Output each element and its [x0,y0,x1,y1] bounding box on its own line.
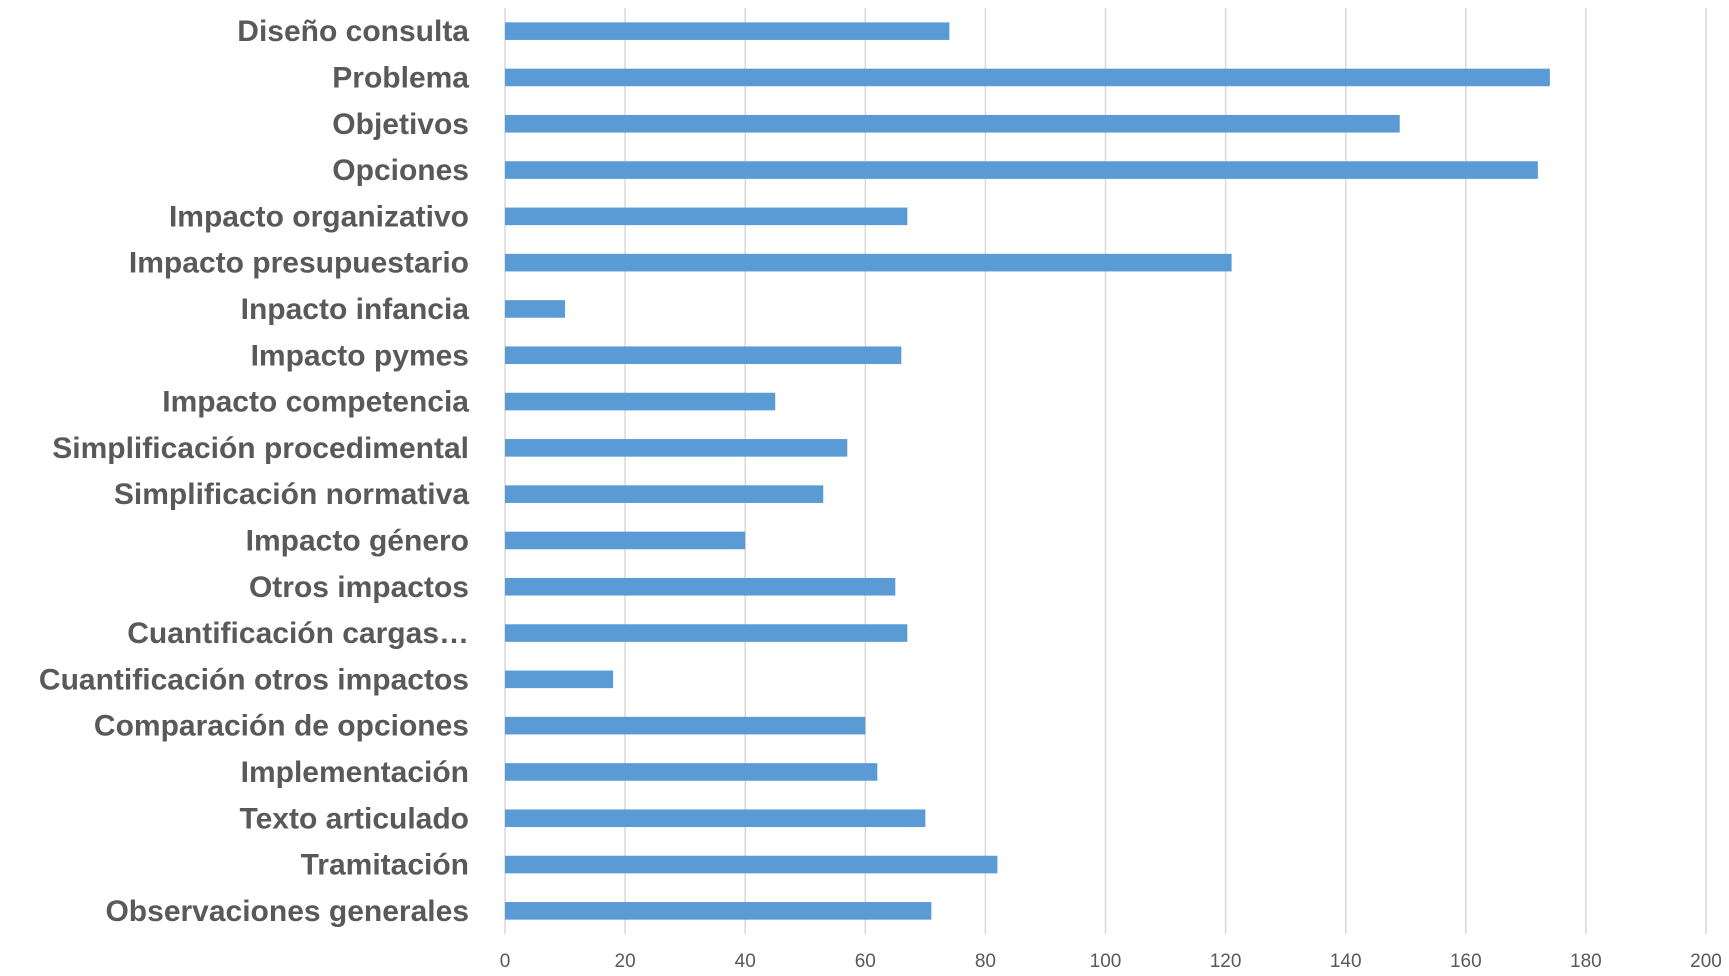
bars [505,22,1550,920]
x-tick-label: 140 [1330,951,1362,972]
bar [505,670,614,689]
category-label: Diseño consulta [237,15,469,48]
bar [505,392,776,411]
bar [505,763,878,781]
category-label: Impacto competencia [162,386,469,419]
category-label: Impacto organizativo [169,200,469,233]
x-tick-label: 0 [500,951,511,972]
category-label: Texto articulado [240,802,469,835]
bar [505,577,896,596]
bar [505,809,926,828]
category-label: Simplificación procedimental [52,432,469,465]
gridlines [504,8,1707,934]
category-label: Tramitación [301,849,469,882]
category-label: Impacto género [246,524,469,557]
category-label: Impacto pymes [251,339,469,372]
x-tick-label: 40 [735,951,756,972]
x-tick-label: 100 [1090,951,1122,972]
bar [505,624,908,642]
category-label: Cuantificación otros impactos [39,663,469,696]
bar [505,439,848,457]
x-tick-label: 160 [1450,951,1482,972]
bar [505,902,932,920]
bar [505,253,1232,272]
x-tick-label: 120 [1210,951,1242,972]
category-label: Impacto presupuestario [129,247,469,280]
category-label: Comparación de opciones [94,710,469,743]
category-label: Objetivos [332,108,469,141]
category-label: Implementación [241,756,469,789]
bar [505,68,1550,87]
x-tick-label: 20 [615,951,636,972]
category-labels: Diseño consulta Problema Objetivos Opciones… [39,15,469,928]
category-label: Otros impactos [249,571,469,604]
category-label: Observaciones generales [105,895,469,928]
bar [505,346,902,365]
category-label: Cuantificación cargas… [127,617,469,650]
bar [505,485,824,503]
x-tick-label: 200 [1690,951,1722,972]
x-tick-label: 60 [855,951,876,972]
bar [505,114,1400,133]
bar [505,161,1538,179]
x-tick-labels: 0 20 40 60 80 100 120 140 160 180 200 [500,951,1722,972]
bar [505,531,746,550]
category-label: Problema [332,61,469,94]
category-label: Simplificación normativa [114,478,469,511]
bar [505,22,950,40]
x-tick-label: 80 [975,951,996,972]
bar [505,300,566,318]
x-tick-label: 180 [1570,951,1602,972]
bar [505,716,866,735]
category-label: Opciones [332,154,469,187]
bar [505,207,908,226]
bar [505,855,998,874]
category-label: Inpacto infancia [241,293,470,326]
